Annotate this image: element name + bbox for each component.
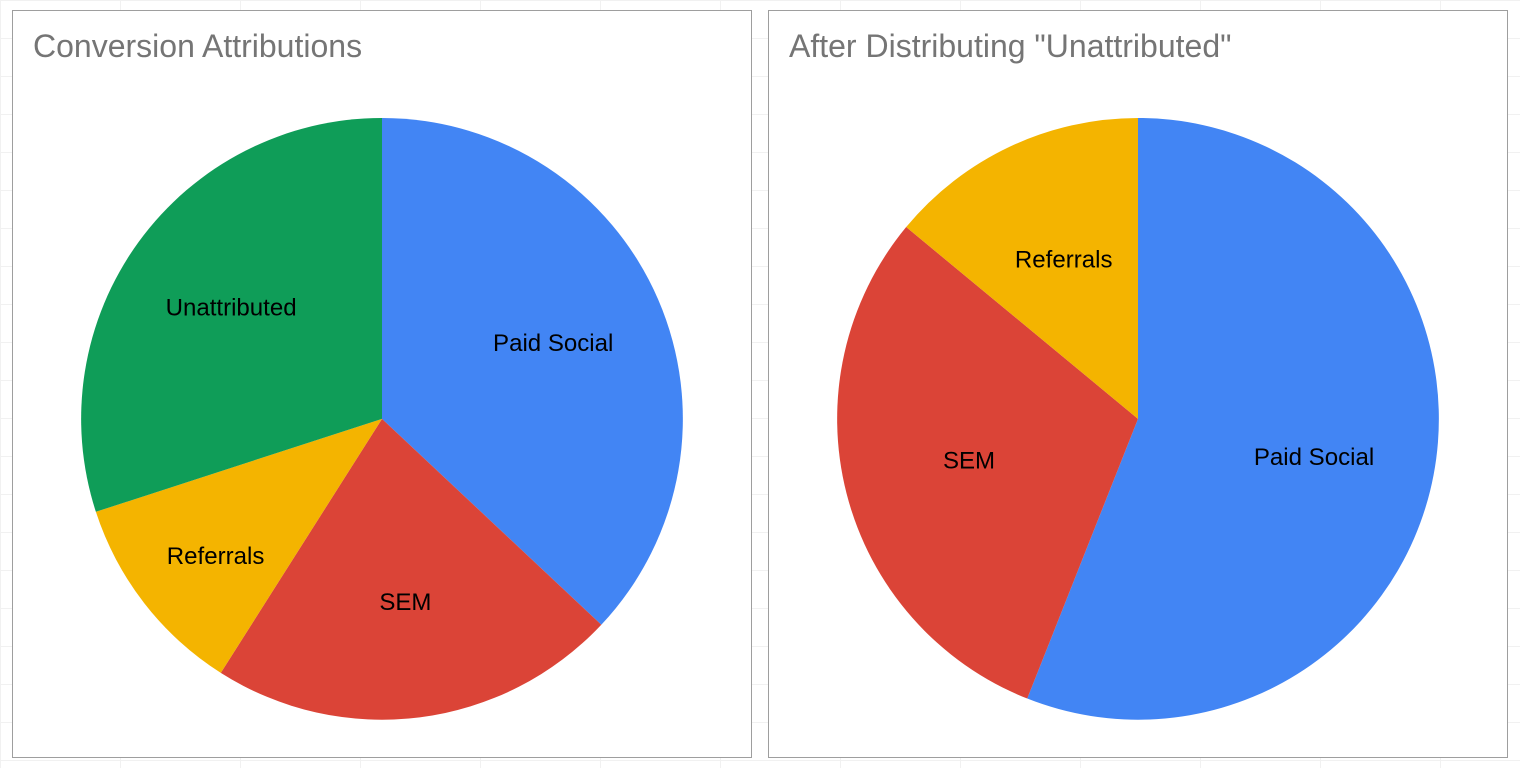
pie-chart-conversion-attributions: Paid Social SEM Referrals Unattributed — [31, 71, 733, 747]
charts-row: Conversion Attributions Paid Social SEM Re… — [0, 0, 1520, 768]
pie-slice-label: Referrals — [167, 543, 265, 570]
chart-title: After Distributing "Unattributed" — [789, 27, 1489, 65]
chart-card-conversion-attributions: Conversion Attributions Paid Social SEM Re… — [12, 10, 752, 758]
pie-slice-label: Unattributed — [166, 295, 297, 322]
pie-slice-label: Referrals — [1015, 247, 1113, 274]
chart-body: Paid Social SEM Referrals Unattributed — [31, 71, 733, 747]
pie-slice-label: SEM — [379, 590, 431, 617]
chart-title: Conversion Attributions — [33, 27, 733, 65]
chart-card-after-distributing: After Distributing "Unattributed" Paid S… — [768, 10, 1508, 758]
pie-chart-after-distributing: Paid Social SEM Referrals — [787, 71, 1489, 747]
pie-slice-label: Paid Social — [493, 331, 613, 358]
pie-slice-label: SEM — [943, 448, 995, 475]
pie-slice-label: Paid Social — [1254, 445, 1374, 472]
chart-body: Paid Social SEM Referrals — [787, 71, 1489, 747]
